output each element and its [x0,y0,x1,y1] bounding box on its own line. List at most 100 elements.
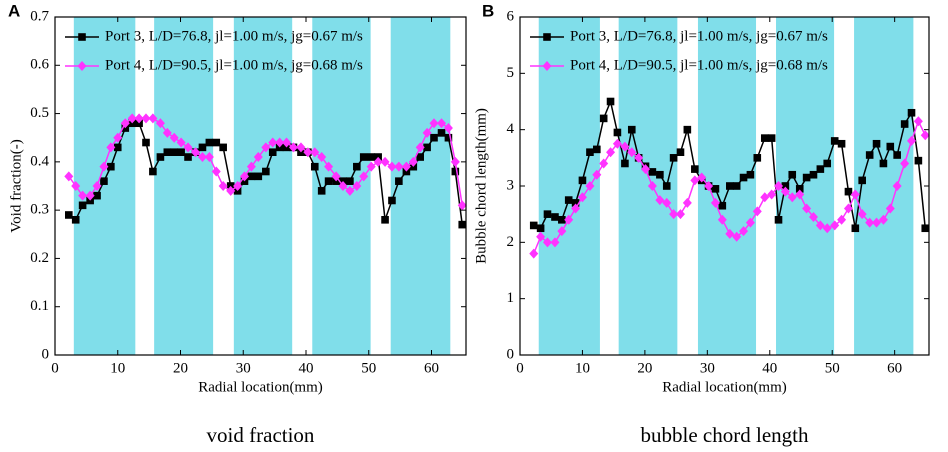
y-tick-label: 0.5 [30,105,49,121]
marker [816,165,825,173]
marker [373,156,383,167]
marker [914,156,923,165]
marker [697,172,707,183]
marker [760,192,770,203]
marker [148,113,158,124]
marker [310,147,320,158]
marker [113,143,122,152]
x-tick-label: 40 [298,360,313,376]
y-axis-label: Bubble chord length(mm) [473,108,489,264]
marker [359,171,369,182]
marker [184,153,192,161]
marker [858,176,866,185]
marker [211,166,221,177]
marker [212,138,221,147]
marker [458,220,467,229]
marker [141,113,151,124]
marker [739,226,749,237]
marker [346,177,354,185]
shaded-band [854,17,914,355]
marker [780,186,790,197]
marker [352,181,362,191]
marker [627,147,637,158]
y-tick-label: 0.1 [30,298,49,314]
marker [767,134,776,142]
marker [676,148,685,156]
marker [822,223,832,234]
marker [557,226,567,237]
marker [675,209,685,220]
shaded-band [390,17,451,355]
marker [451,167,460,176]
marker [529,248,539,259]
marker [564,196,573,204]
marker [542,61,552,71]
x-tick-label: 60 [887,360,902,376]
marker [134,113,144,124]
marker [78,33,86,41]
marker [641,164,651,175]
marker [844,187,853,196]
marker [338,181,348,191]
marker [795,189,805,200]
marker [578,176,587,185]
marker [577,192,587,203]
marker [893,151,901,159]
marker [71,216,80,224]
x-tick-label: 0 [51,360,59,376]
marker [380,156,390,167]
legend-label: Port 3, L/D=76.8, jl=1.00 m/s, jg=0.67 m… [105,28,363,44]
marker [886,142,895,151]
marker [262,167,270,176]
legend-label: Port 3, L/D=76.8, jl=1.00 m/s, jg=0.67 m… [570,28,828,44]
marker [437,118,447,129]
y-tick-label: 0.3 [30,202,49,218]
marker [802,203,812,214]
marker [872,139,881,148]
marker [253,152,263,163]
x-axis-label: Radial location(mm) [198,379,323,395]
x-tick-label: 50 [361,360,376,376]
marker [113,132,123,143]
marker [809,170,818,179]
marker [599,158,609,169]
marker [444,133,453,142]
marker [78,190,88,201]
marker [837,139,846,148]
marker [394,161,404,172]
marker [767,189,777,200]
marker [921,224,930,233]
y-tick-label: 2 [507,234,515,250]
marker [423,143,431,152]
marker [746,170,755,179]
marker [275,137,285,148]
marker [606,97,615,106]
marker [726,182,734,190]
marker [725,228,735,239]
y-tick-label: 3 [507,177,515,193]
marker [690,175,700,186]
marker [163,148,172,156]
marker [648,168,657,176]
marker [550,237,560,248]
marker [282,137,292,148]
marker [254,172,263,181]
marker [710,197,720,208]
marker [155,118,165,129]
marker [669,154,678,162]
y-tick-label: 0 [507,346,515,362]
x-tick-label: 0 [516,360,524,376]
caption: bubble chord length [641,423,809,447]
marker [802,173,811,182]
marker [149,167,157,176]
marker [599,114,608,123]
marker [191,147,201,158]
marker [621,159,629,168]
y-tick-label: 0.4 [30,153,49,169]
marker [430,133,438,142]
marker [219,143,227,152]
marker [558,216,566,224]
x-tick-label: 20 [173,360,188,376]
marker [732,231,742,242]
